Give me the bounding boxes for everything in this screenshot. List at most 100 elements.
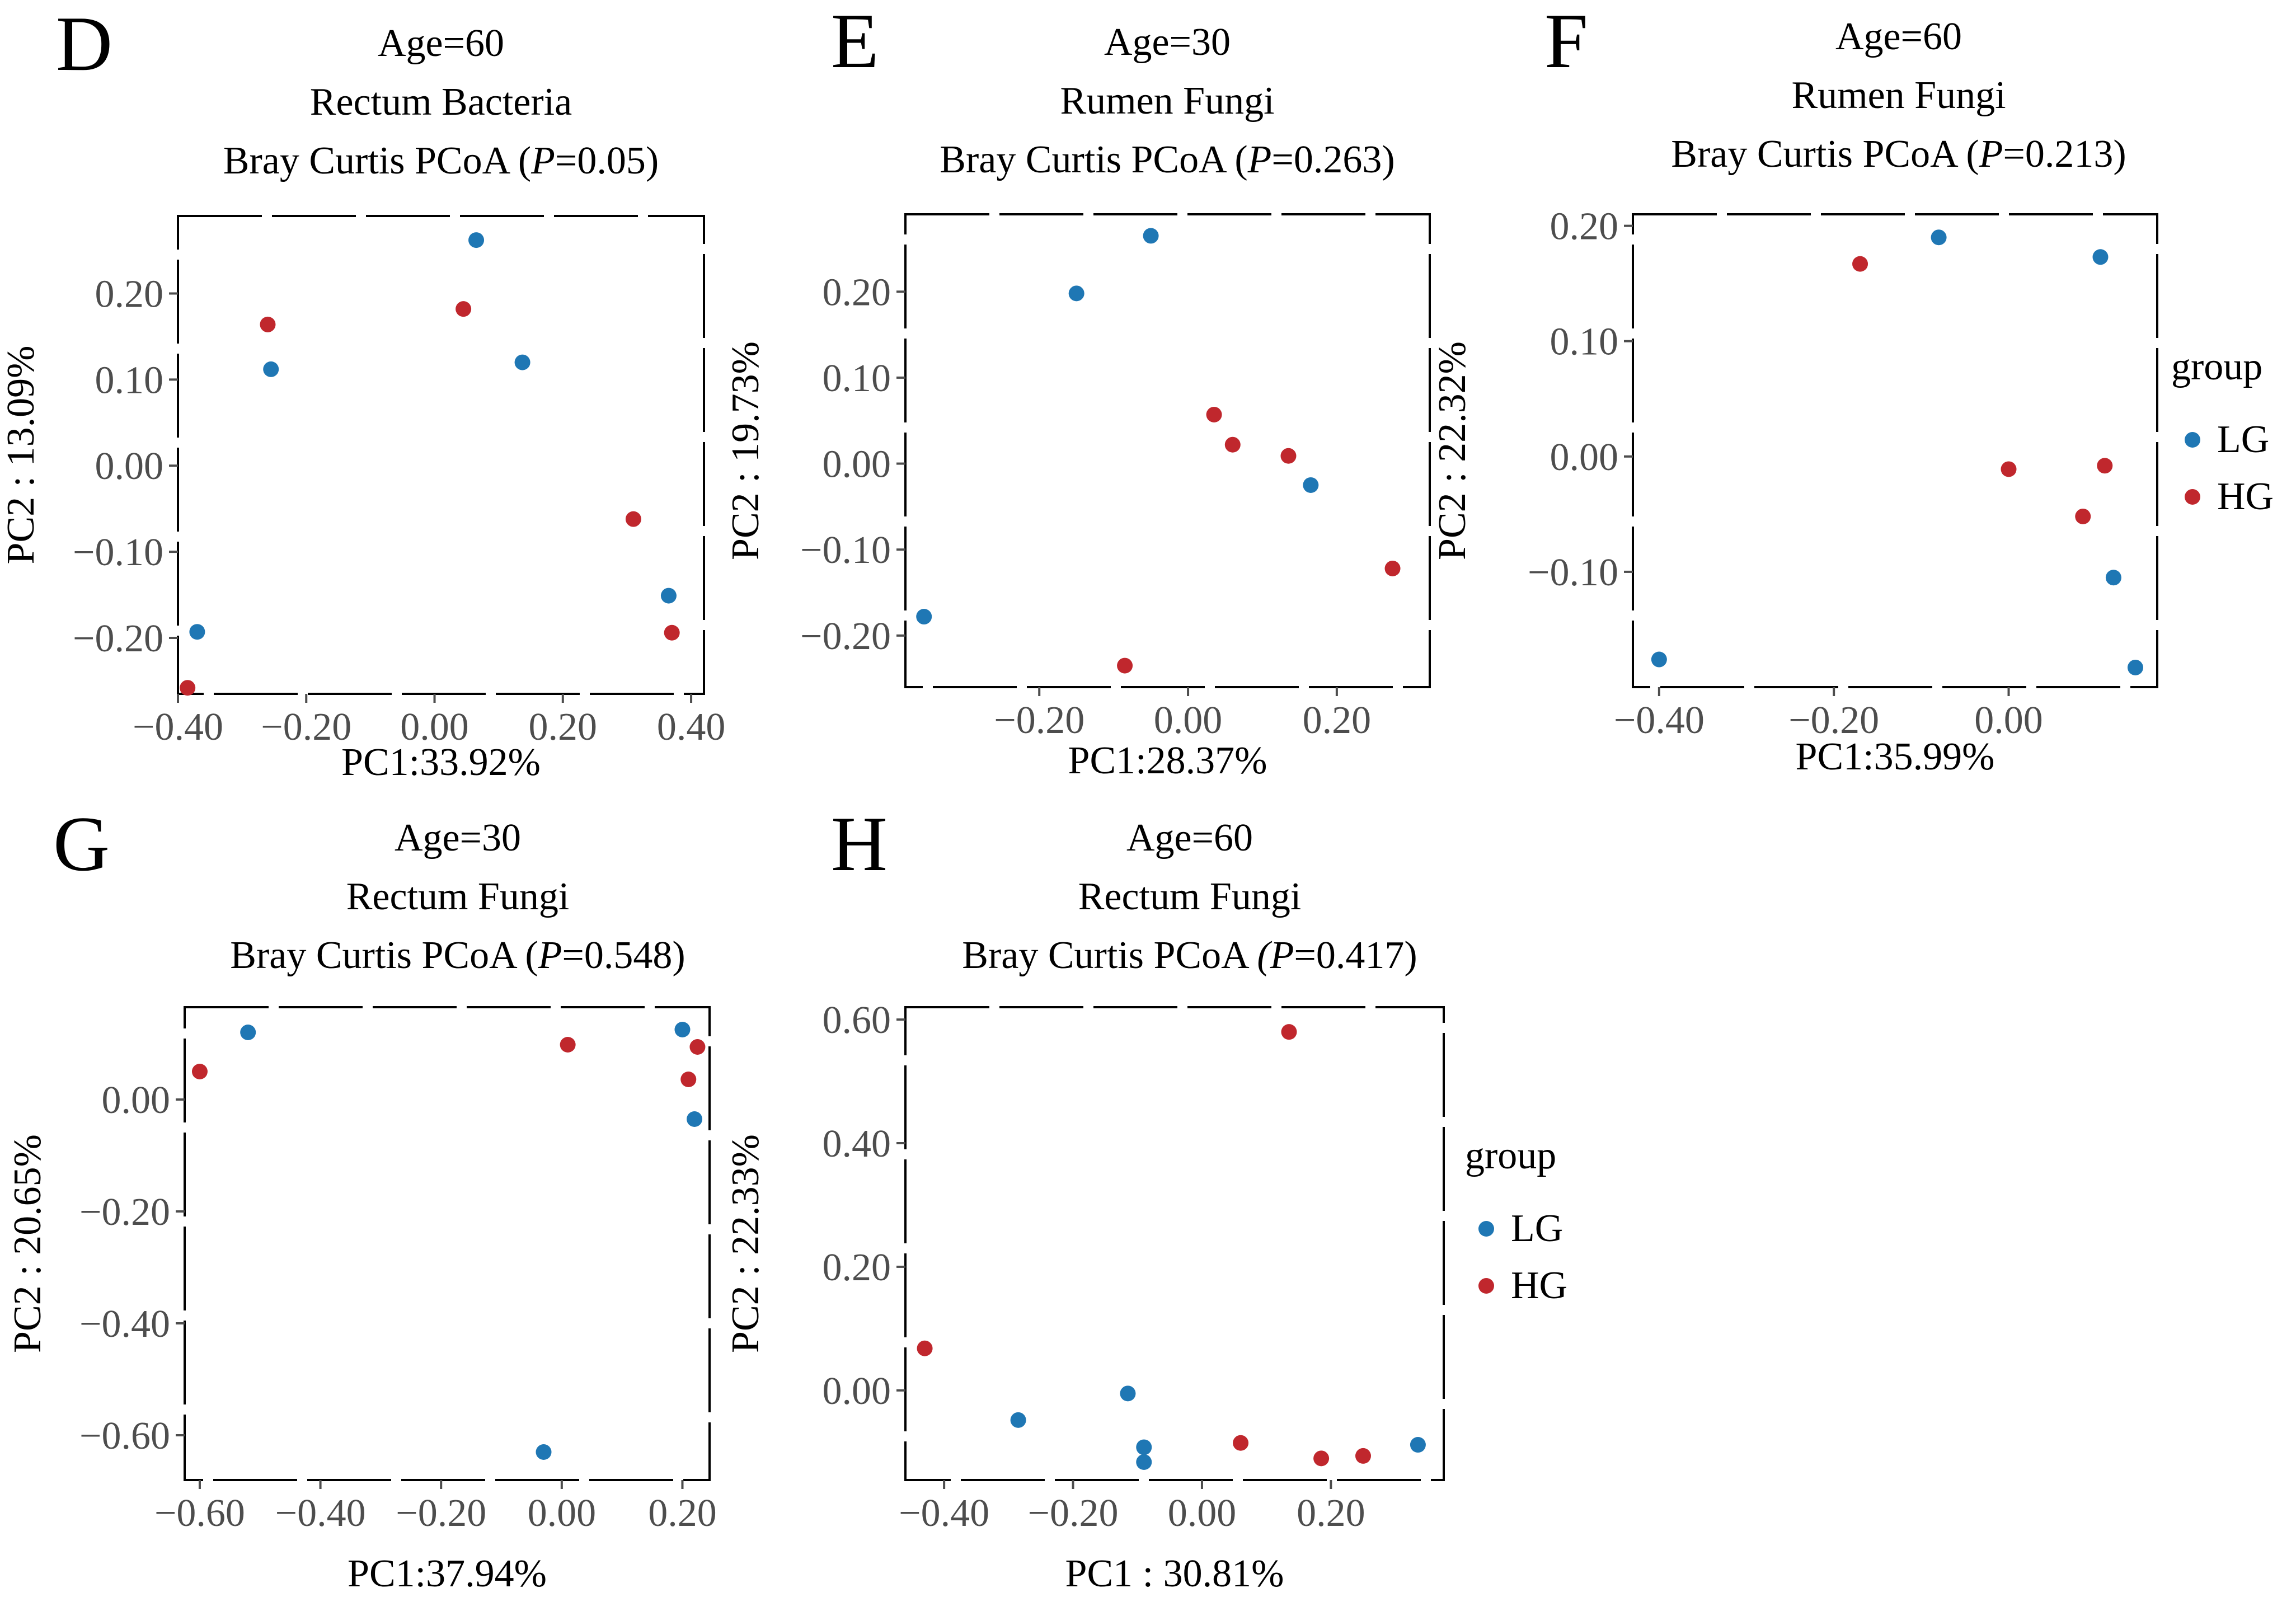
point-hg xyxy=(1117,657,1133,674)
point-hg xyxy=(1280,448,1297,464)
panel-f: F Age=60 Rumen Fungi Bray Curtis PCoA (P=0.… xyxy=(1431,0,2274,778)
y-tick-label: 0.00 xyxy=(95,445,164,488)
y-tick-label: 0.20 xyxy=(823,1246,891,1289)
title-age: Age=30 xyxy=(1104,21,1231,64)
y-tick-label: −0.10 xyxy=(800,529,891,572)
point-lg xyxy=(1931,229,1947,246)
y-tick-label: 0.60 xyxy=(823,999,891,1042)
title-test-suffix: ) xyxy=(672,934,685,977)
y-tick-label: −0.10 xyxy=(1528,551,1618,594)
point-hg xyxy=(664,624,680,641)
title-test-prefix: Bray Curtis PCoA xyxy=(962,934,1257,977)
legend-title: group xyxy=(1465,1134,1556,1177)
point-lg xyxy=(916,609,932,625)
x-axis-label: PC1:35.99% xyxy=(1796,735,1995,778)
title-age: Age=60 xyxy=(1126,816,1253,859)
title-test: Bray Curtis PCoA (P=0.213) xyxy=(1671,133,2126,176)
point-lg xyxy=(2105,570,2121,586)
point-hg xyxy=(1355,1448,1371,1464)
y-tick-label: 0.00 xyxy=(102,1079,171,1122)
title-test-prefix: Bray Curtis PCoA ( xyxy=(223,139,531,182)
x-tick-label: −0.20 xyxy=(261,706,351,749)
point-lg xyxy=(1143,228,1159,244)
point-lg xyxy=(1010,1412,1026,1428)
title-test: Bray Curtis PCoA (P=0.417) xyxy=(962,934,1417,977)
plot-frame xyxy=(177,215,705,695)
y-tick-label: −0.20 xyxy=(73,617,163,660)
plot-frame xyxy=(904,213,1431,688)
y-axis-label: PC2 : 22.32% xyxy=(1431,341,1474,560)
point-lg xyxy=(263,361,279,377)
panel-h: H Age=60 Rectum Fungi Bray Curtis PCoA (P=0… xyxy=(724,801,1567,1595)
y-tick-label: 0.00 xyxy=(1550,436,1619,479)
p-symbol: P xyxy=(538,934,562,977)
panel-label: F xyxy=(1544,0,1588,84)
x-axis-label: PC1:28.37% xyxy=(1068,739,1267,782)
legend-label-lg: LG xyxy=(2217,418,2269,461)
y-axis-label: PC2 : 20.65% xyxy=(6,1134,49,1353)
x-tick-label: 0.40 xyxy=(657,706,726,749)
legend-label-hg: HG xyxy=(2217,475,2274,518)
point-lg xyxy=(2092,249,2109,265)
point-hg xyxy=(560,1037,576,1053)
point-lg xyxy=(687,1111,703,1127)
point-hg xyxy=(260,316,276,332)
x-tick-label: −0.40 xyxy=(1614,699,1705,742)
plot-frame xyxy=(904,1006,1445,1481)
panel-label: D xyxy=(56,1,112,87)
panel-label: G xyxy=(53,801,110,887)
point-hg xyxy=(456,301,472,317)
point-hg xyxy=(1206,406,1222,422)
point-hg xyxy=(917,1340,933,1356)
panel-e: E Age=30 Rumen Fungi Bray Curtis PCoA (P=0.… xyxy=(724,0,1431,782)
point-lg xyxy=(1136,1454,1152,1470)
p-value: =0.263 xyxy=(1271,138,1382,181)
legend: group LG HG xyxy=(1465,1134,1567,1307)
legend-marker-lg xyxy=(2185,432,2200,448)
point-lg xyxy=(1410,1437,1426,1453)
legend-marker-lg xyxy=(1478,1221,1494,1237)
point-lg xyxy=(1068,285,1084,302)
p-symbol: P xyxy=(530,139,555,182)
x-tick-label: 0.00 xyxy=(1154,699,1223,742)
x-tick-label: 0.00 xyxy=(1974,699,2043,742)
point-hg xyxy=(1313,1450,1330,1467)
title-test: Bray Curtis PCoA (P=0.263) xyxy=(940,138,1394,181)
plot-frame xyxy=(184,1006,711,1481)
point-hg xyxy=(1384,560,1401,576)
p-symbol: P xyxy=(1979,133,2003,176)
y-tick-label: 0.40 xyxy=(823,1122,891,1166)
point-lg xyxy=(1120,1385,1136,1402)
title-test-prefix: Bray Curtis PCoA ( xyxy=(230,934,538,977)
title-test: Bray Curtis PCoA (P=0.05) xyxy=(223,139,659,182)
point-hg xyxy=(2075,508,2091,524)
y-tick-label: 0.10 xyxy=(823,357,891,400)
x-tick-label: −0.20 xyxy=(396,1492,486,1535)
point-hg xyxy=(1224,436,1241,453)
p-value: =0.548 xyxy=(562,934,672,977)
y-tick-label: −0.20 xyxy=(800,615,891,658)
point-lg xyxy=(1136,1439,1152,1455)
title-test-suffix: ) xyxy=(2113,133,2126,176)
y-axis-label: PC2 : 19.73% xyxy=(724,341,767,560)
x-axis-label: PC1 : 30.81% xyxy=(1065,1552,1284,1595)
y-tick-label: 0.20 xyxy=(95,273,164,316)
p-symbol: (P xyxy=(1257,934,1294,977)
point-lg xyxy=(189,624,205,640)
x-tick-label: −0.40 xyxy=(133,706,223,749)
title-test-prefix: Bray Curtis PCoA ( xyxy=(1671,133,1979,176)
x-tick-label: −0.40 xyxy=(275,1492,366,1535)
point-hg xyxy=(2001,461,2017,477)
panel-label: H xyxy=(831,801,888,887)
legend-marker-hg xyxy=(1478,1278,1494,1294)
x-tick-label: −0.20 xyxy=(1788,699,1879,742)
point-hg xyxy=(180,680,196,696)
point-hg xyxy=(191,1064,208,1079)
y-axis-label: PC2 : 22.33% xyxy=(724,1134,767,1353)
point-hg xyxy=(1233,1435,1249,1451)
legend: group LG HG xyxy=(2171,345,2274,518)
point-lg xyxy=(660,588,677,604)
x-tick-label: −0.40 xyxy=(899,1492,989,1535)
point-lg xyxy=(2127,659,2143,675)
x-axis-label: PC1:33.92% xyxy=(341,741,541,784)
